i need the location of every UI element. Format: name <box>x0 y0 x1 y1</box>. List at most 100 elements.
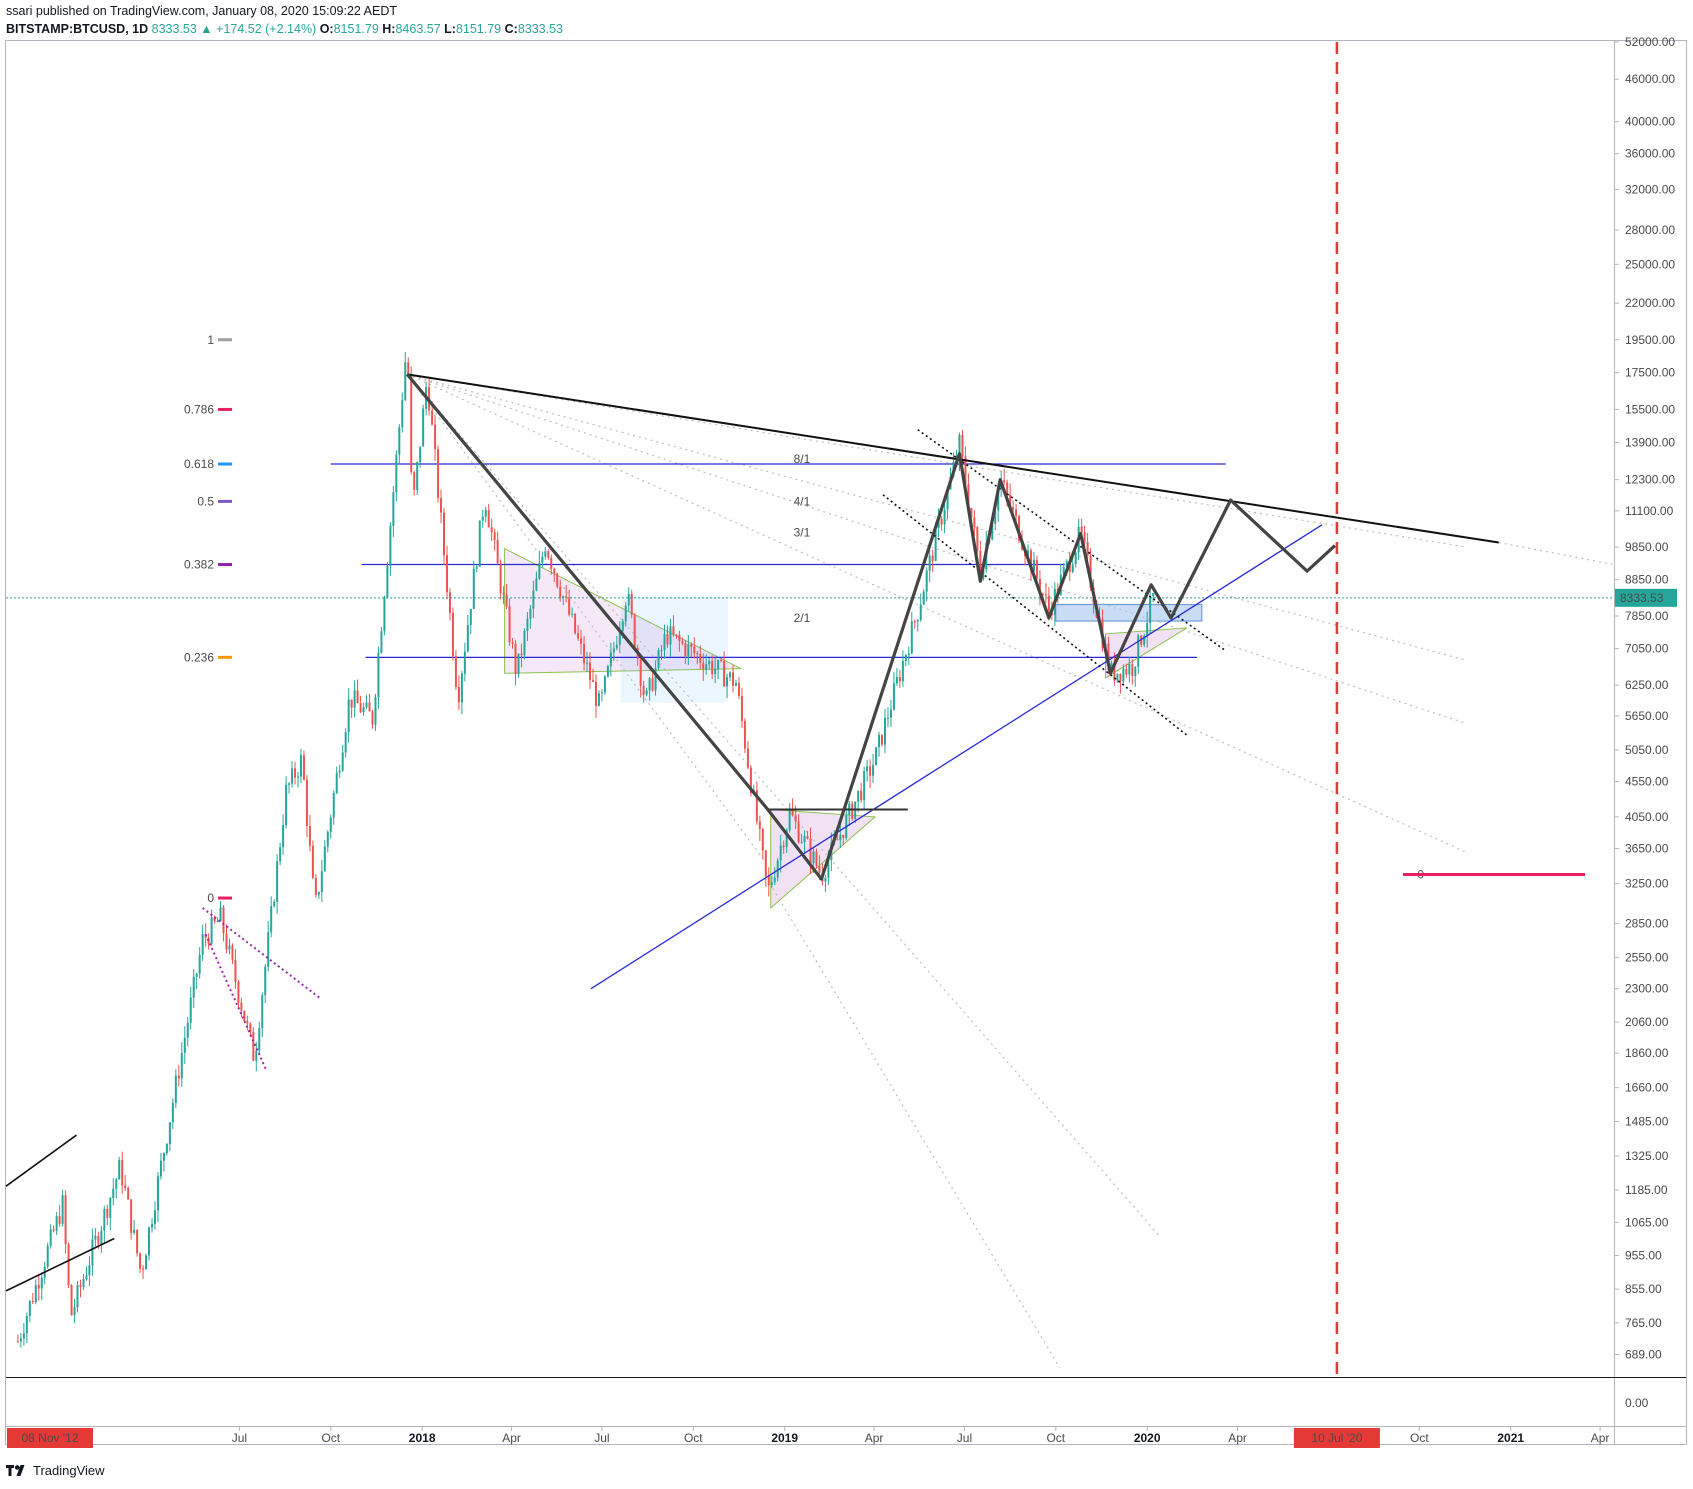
candle-body <box>881 734 884 745</box>
candle-body <box>392 492 395 526</box>
candle-body <box>642 685 645 695</box>
candle-body <box>714 668 717 675</box>
y-tick-label: 17500.00 <box>1625 366 1675 380</box>
candle-body <box>475 566 478 569</box>
candle-body <box>940 518 943 525</box>
candle-body <box>255 1050 258 1061</box>
candle-body <box>484 509 487 517</box>
candle-body <box>773 877 776 883</box>
consolidation-zone <box>1055 604 1203 622</box>
candle-body <box>237 981 240 1003</box>
candle-body <box>231 945 234 960</box>
candle-body <box>151 1223 154 1228</box>
y-tick-label: 1660.00 <box>1625 1081 1669 1095</box>
candle-body <box>600 692 603 694</box>
x-tick-label: Oct <box>1410 1431 1429 1445</box>
candle-body <box>440 497 443 513</box>
candle-body <box>398 427 401 455</box>
current-price-badge <box>1615 588 1677 607</box>
fan-ray <box>406 373 767 864</box>
candle-body <box>556 573 559 587</box>
candle-body <box>776 860 779 878</box>
candle-body <box>407 362 410 375</box>
candle-body <box>735 683 738 686</box>
secondary-pane-tick-label: 0.00 <box>1625 1396 1649 1410</box>
candle-body <box>916 619 919 622</box>
candle-body <box>1032 559 1035 572</box>
candle-body <box>886 717 889 719</box>
fib-level-label: 0.618 <box>184 457 214 471</box>
candle-body <box>660 650 663 652</box>
candle-body <box>657 650 660 669</box>
candle-body <box>937 518 940 528</box>
candle-body <box>386 565 389 598</box>
open-value: 8151.79 <box>333 22 379 36</box>
candle-body <box>437 449 440 498</box>
x-tick-label: Jul <box>232 1431 247 1445</box>
candle-body <box>431 410 434 425</box>
candle-body <box>770 882 773 886</box>
y-tick-label: 7850.00 <box>1625 609 1669 623</box>
candle-body <box>928 555 931 571</box>
fib-level-label: 0.236 <box>184 650 214 664</box>
candle-body <box>958 434 961 460</box>
candle-body <box>973 517 976 528</box>
candle-body <box>469 608 472 626</box>
y-tick-label: 3250.00 <box>1625 877 1669 891</box>
candle-body <box>666 634 669 645</box>
y-tick-label: 6250.00 <box>1625 678 1669 692</box>
candle-body <box>145 1255 148 1270</box>
candle-body <box>687 644 690 657</box>
fan-ray <box>407 373 1467 661</box>
y-tick-label: 689.00 <box>1625 1348 1662 1362</box>
price-change: ▲ +174.52 (+2.14%) <box>200 22 317 36</box>
candle-body <box>901 660 904 682</box>
candle-body <box>761 828 764 851</box>
candle-body <box>535 578 538 591</box>
candle-body <box>189 997 192 1023</box>
fib-level-label: 0.786 <box>184 402 214 416</box>
candle-body <box>645 690 648 695</box>
candle-body <box>1146 622 1149 636</box>
candle-body <box>672 626 675 635</box>
candle-body <box>764 850 767 876</box>
resistance-extension <box>1498 541 1615 566</box>
fan-ray <box>406 373 1161 1238</box>
candle-body <box>377 652 380 698</box>
candle-body <box>603 676 606 693</box>
candle-body <box>130 1199 133 1233</box>
candle-body <box>675 634 678 636</box>
candle-body <box>717 659 720 669</box>
candle-body <box>168 1122 171 1144</box>
candle-body <box>308 825 311 846</box>
candle-body <box>61 1195 64 1224</box>
current-price-label: 8333.53 <box>1620 591 1664 605</box>
candle-body <box>1006 482 1009 495</box>
candle-body <box>580 638 583 644</box>
x-tick-label: Apr <box>1591 1431 1610 1445</box>
candle-body <box>586 662 589 664</box>
candle-body <box>806 836 809 839</box>
candle-body <box>115 1179 118 1189</box>
chart-border <box>5 40 1687 1445</box>
candle-body <box>37 1285 40 1289</box>
candle-body <box>624 605 627 622</box>
candle-body <box>192 976 195 998</box>
candle-body <box>934 527 937 561</box>
candle-body <box>732 672 735 686</box>
candle-body <box>338 770 341 773</box>
candle-body <box>994 510 997 524</box>
symbol-legend[interactable]: BITSTAMP:BTCUSD, 1D 8333.53 ▲ +174.52 (+… <box>6 22 563 36</box>
fan-ray <box>407 373 1467 853</box>
x-tick-label: Apr <box>502 1431 521 1445</box>
symbol-name[interactable]: BITSTAMP:BTCUSD, 1D <box>6 22 149 36</box>
x-tick-label: Apr <box>865 1431 884 1445</box>
ascending-support-trendline <box>590 524 1323 990</box>
candle-body <box>19 1338 22 1342</box>
candle-body <box>91 1239 94 1266</box>
y-tick-label: 1860.00 <box>1625 1046 1669 1060</box>
y-tick-label: 28000.00 <box>1625 223 1675 237</box>
tradingview-brand[interactable]: TradingView <box>6 1460 105 1480</box>
candle-body <box>553 568 556 574</box>
